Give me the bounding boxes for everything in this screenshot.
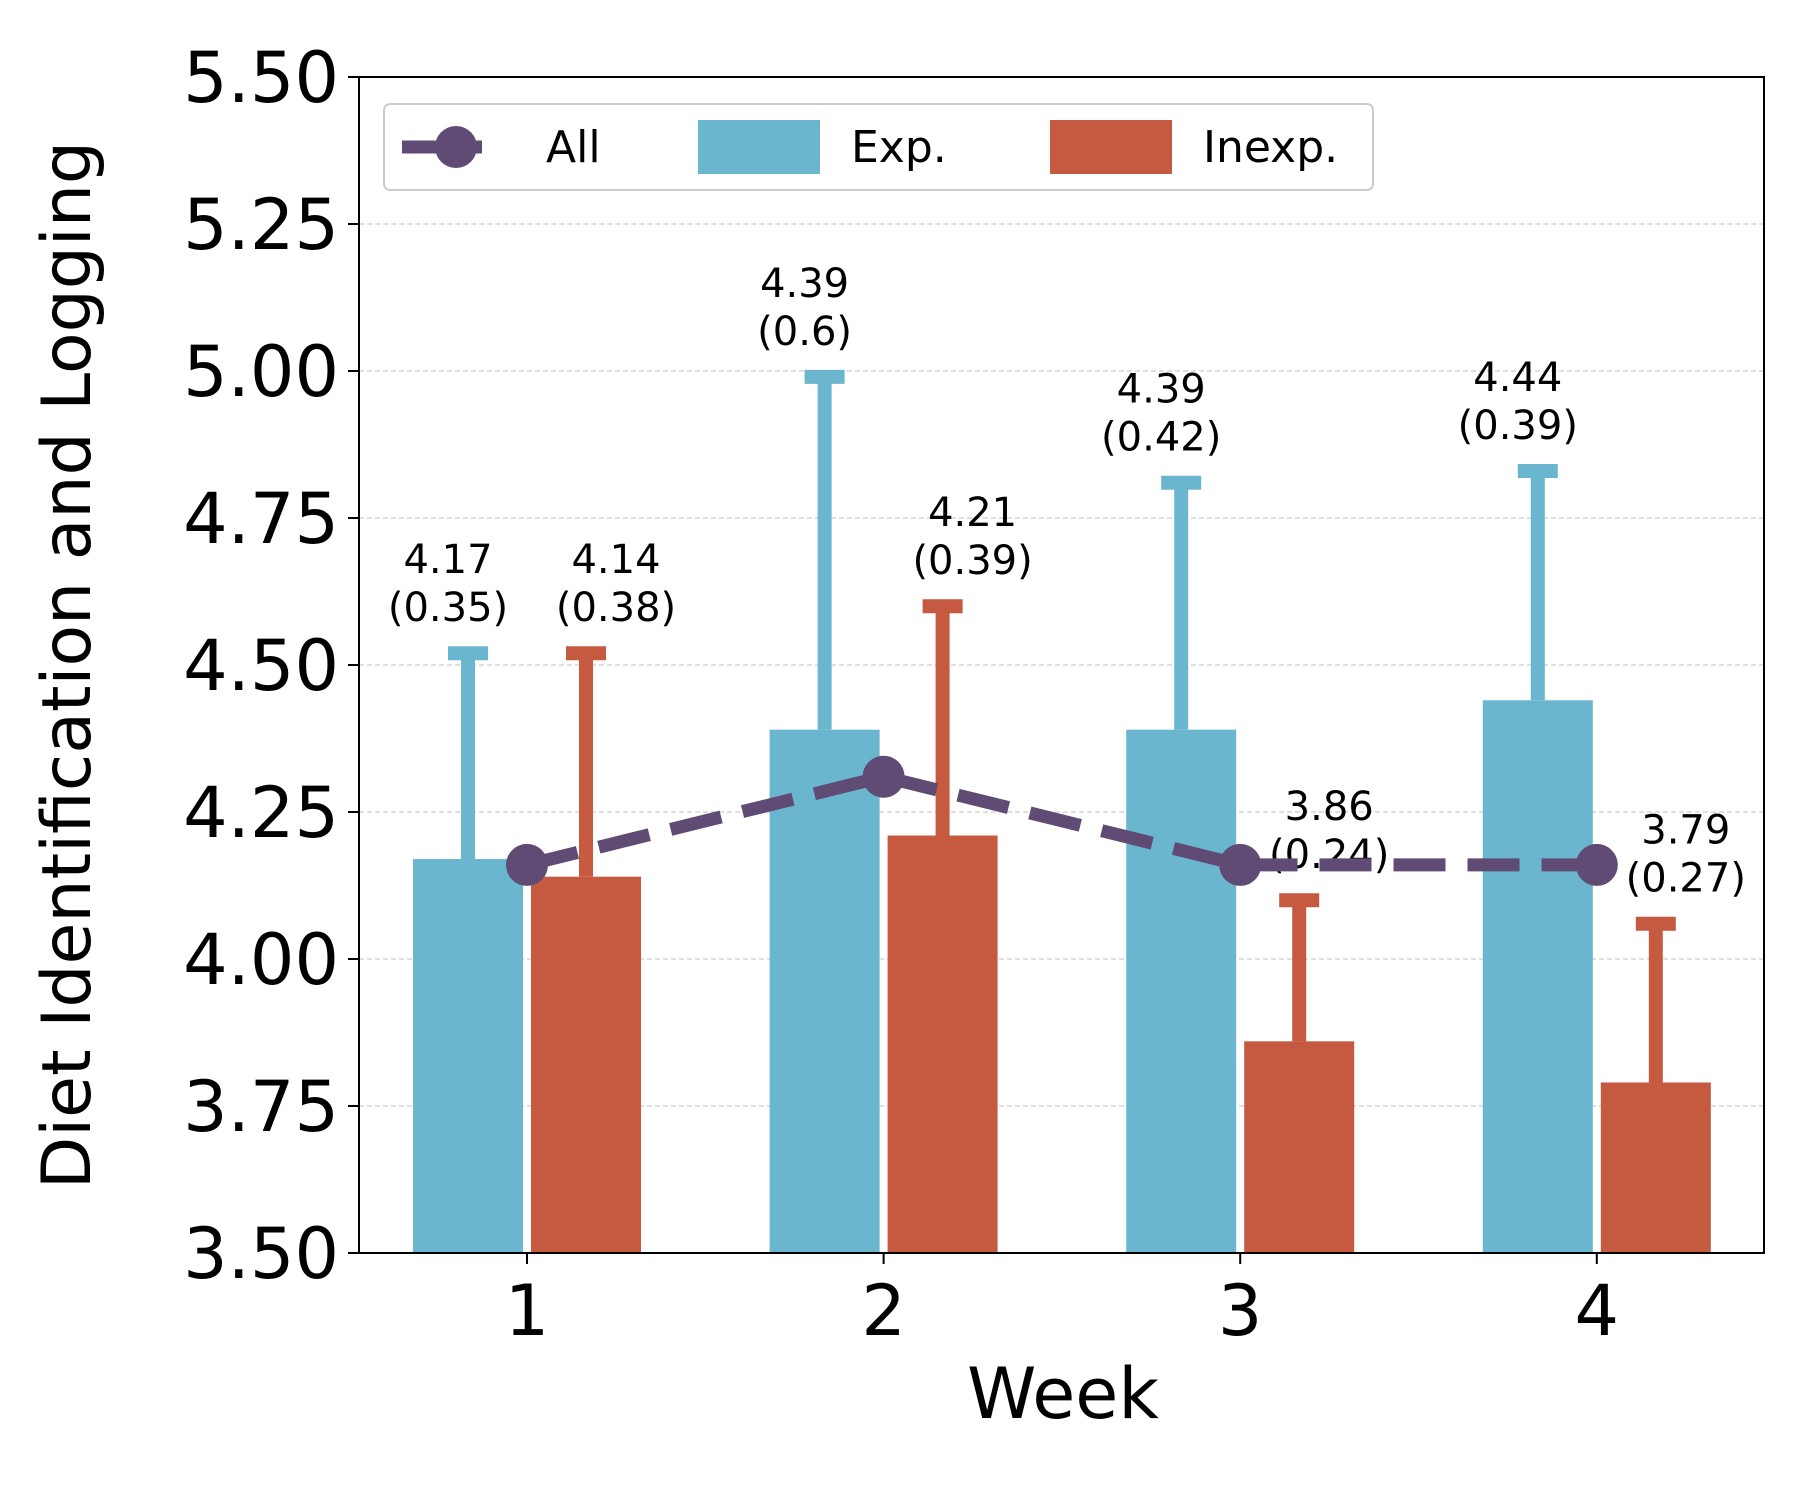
- line-marker: [506, 843, 548, 886]
- legend-swatch: [698, 120, 820, 174]
- bar: [1244, 1041, 1355, 1253]
- y-tick-label: 4.00: [183, 919, 339, 1001]
- y-axis-label: Diet Identification and Logging: [28, 141, 107, 1189]
- legend-marker: [435, 126, 477, 168]
- legend-label: Inexp.: [1203, 122, 1338, 173]
- bar: [531, 876, 641, 1253]
- legend-swatch: [1050, 120, 1172, 174]
- bar: [887, 835, 998, 1253]
- y-tick-label: 5.25: [183, 184, 339, 266]
- data-label: 3.79 (0.27): [1626, 808, 1746, 902]
- bar: [1126, 729, 1237, 1253]
- data-label: 4.17 (0.35): [388, 537, 508, 631]
- line-marker: [862, 755, 905, 798]
- x-tick-label: 4: [1575, 1270, 1620, 1352]
- y-tick-label: 5.00: [183, 331, 339, 413]
- bar: [1600, 1082, 1711, 1253]
- legend: All Exp. Inexp.: [383, 103, 1374, 191]
- x-tick-label: 2: [861, 1270, 906, 1352]
- line-marker: [1575, 843, 1618, 886]
- line-marker: [1219, 843, 1262, 886]
- plot-frame: [358, 76, 1765, 1254]
- data-label: 4.39 (0.42): [1101, 367, 1221, 461]
- data-label: 4.14 (0.38): [556, 537, 676, 631]
- bar: [769, 729, 880, 1253]
- y-tick-label: 4.75: [183, 478, 339, 560]
- y-tick-label: 4.25: [183, 772, 339, 854]
- data-label: 4.44 (0.39): [1458, 355, 1578, 449]
- line: [525, 770, 1597, 872]
- x-tick-label: 3: [1218, 1270, 1263, 1352]
- legend-label: All: [546, 122, 601, 173]
- x-tick-label: 1: [505, 1270, 550, 1352]
- bar: [413, 859, 523, 1253]
- y-tick-label: 3.50: [183, 1213, 339, 1295]
- data-label: 4.21 (0.39): [912, 490, 1032, 584]
- legend-label: Exp.: [851, 122, 947, 173]
- y-tick-label: 3.75: [183, 1066, 339, 1148]
- bar: [1482, 700, 1593, 1253]
- y-tick-label: 4.50: [183, 625, 339, 707]
- data-label: 4.39 (0.6): [757, 261, 852, 355]
- x-axis-label: Week: [967, 1353, 1159, 1435]
- y-tick-label: 5.50: [183, 37, 339, 119]
